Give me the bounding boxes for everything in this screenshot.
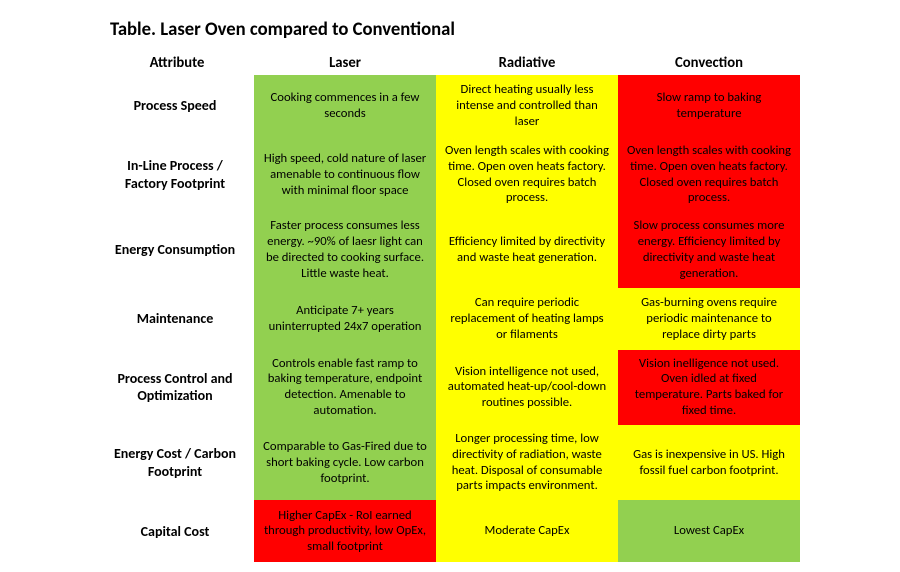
table-row: Energy ConsumptionFaster process consume… <box>100 212 800 287</box>
cell-convection: Lowest CapEx <box>618 500 800 562</box>
attribute-label: Process Control and Optimization <box>100 350 254 425</box>
cell-convection: Vision inelligence not used. Oven idled … <box>618 350 800 425</box>
table-row: Process SpeedCooking commences in a few … <box>100 75 800 137</box>
cell-convection: Oven length scales with cooking time. Op… <box>618 137 800 212</box>
column-header-radiative: Radiative <box>436 49 618 75</box>
cell-radiative: Can require periodic replacement of heat… <box>436 288 618 350</box>
attribute-label: Process Speed <box>100 75 254 137</box>
attribute-label: In-Line Process / Factory Footprint <box>100 137 254 212</box>
table-row: Capital CostHigher CapEx - RoI earned th… <box>100 500 800 562</box>
cell-radiative: Direct heating usually less intense and … <box>436 75 618 137</box>
cell-convection: Slow ramp to baking temperature <box>618 75 800 137</box>
column-header-laser: Laser <box>254 49 436 75</box>
column-header-convection: Convection <box>618 49 800 75</box>
table-header-row: AttributeLaserRadiativeConvection <box>100 49 800 75</box>
table-row: In-Line Process / Factory FootprintHigh … <box>100 137 800 212</box>
cell-convection: Gas is inexpensive in US. High fossil fu… <box>618 425 800 500</box>
page-title: Table. Laser Oven compared to Convention… <box>110 18 800 41</box>
cell-convection: Slow process consumes more energy. Effic… <box>618 212 800 287</box>
attribute-label: Capital Cost <box>100 500 254 562</box>
cell-laser: Anticipate 7+ years uninterrupted 24x7 o… <box>254 288 436 350</box>
cell-radiative: Moderate CapEx <box>436 500 618 562</box>
page-container: Table. Laser Oven compared to Convention… <box>0 0 900 572</box>
cell-laser: Comparable to Gas-Fired due to short bak… <box>254 425 436 500</box>
attribute-label: Energy Cost / Carbon Footprint <box>100 425 254 500</box>
table-row: Energy Cost / Carbon FootprintComparable… <box>100 425 800 500</box>
table-row: Process Control and OptimizationControls… <box>100 350 800 425</box>
table-row: MaintenanceAnticipate 7+ years uninterru… <box>100 288 800 350</box>
column-header-attribute: Attribute <box>100 49 254 75</box>
cell-laser: Higher CapEx - RoI earned through produc… <box>254 500 436 562</box>
comparison-table: AttributeLaserRadiativeConvection Proces… <box>100 49 800 562</box>
cell-laser: Controls enable fast ramp to baking temp… <box>254 350 436 425</box>
cell-laser: Faster process consumes less energy. ~90… <box>254 212 436 287</box>
cell-laser: Cooking commences in a few seconds <box>254 75 436 137</box>
cell-radiative: Efficiency limited by directivity and wa… <box>436 212 618 287</box>
cell-laser: High speed, cold nature of laser amenabl… <box>254 137 436 212</box>
cell-radiative: Longer processing time, low directivity … <box>436 425 618 500</box>
cell-convection: Gas-burning ovens require periodic maint… <box>618 288 800 350</box>
cell-radiative: Oven length scales with cooking time. Op… <box>436 137 618 212</box>
attribute-label: Maintenance <box>100 288 254 350</box>
attribute-label: Energy Consumption <box>100 212 254 287</box>
cell-radiative: Vision intelligence not used, automated … <box>436 350 618 425</box>
